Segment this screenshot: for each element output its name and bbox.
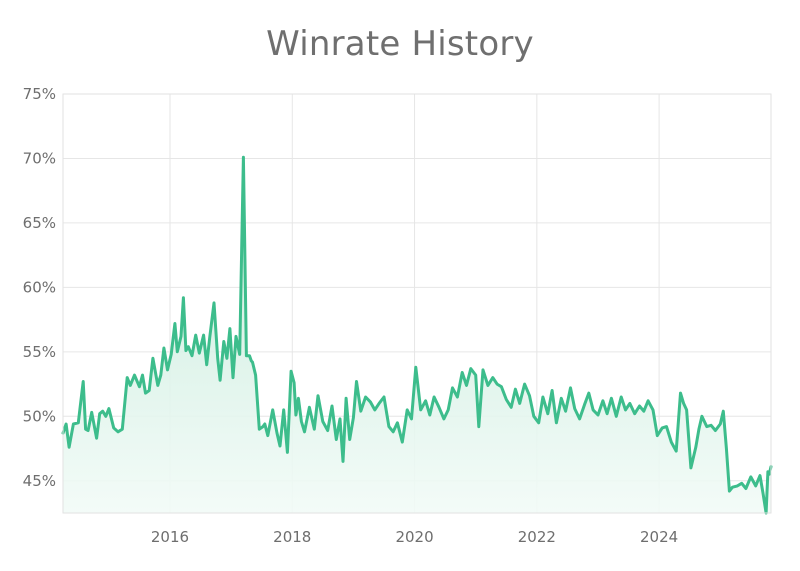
y-tick-label: 65% (23, 214, 56, 232)
x-tick-label: 2020 (395, 528, 433, 546)
y-tick-label: 70% (23, 149, 56, 167)
y-tick-label: 45% (23, 472, 56, 490)
x-tick-label: 2016 (151, 528, 189, 546)
y-tick-label: 55% (23, 343, 56, 361)
x-axis-tick-labels: 2016 2018 2020 2022 2024 (151, 528, 678, 546)
y-axis-tick-labels: 45% 50% 55% 60% 65% 70% 75% (23, 85, 56, 490)
x-tick-label: 2018 (273, 528, 311, 546)
x-tick-label: 2022 (518, 528, 556, 546)
y-tick-label: 50% (23, 407, 56, 425)
winrate-line (61, 155, 773, 515)
plot-frame (62, 93, 772, 514)
y-tick-label: 60% (23, 278, 56, 296)
chart-title: Winrate History (266, 24, 534, 64)
y-tick-label: 75% (23, 85, 56, 103)
winrate-area-fill (63, 157, 771, 513)
x-tick-label: 2024 (640, 528, 678, 546)
